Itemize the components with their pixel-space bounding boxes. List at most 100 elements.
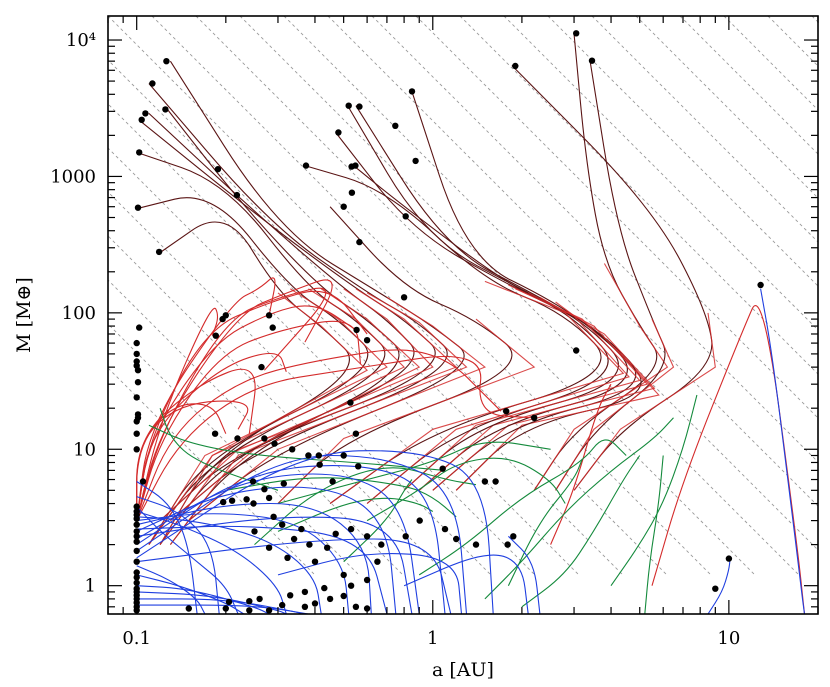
final-planet-dot: [332, 530, 339, 537]
final-planet-dot: [356, 238, 363, 246]
x-tick-label: 10: [717, 628, 740, 649]
track-int-11: [277, 497, 434, 532]
final-planet-dot: [573, 30, 580, 37]
final-planet-dot: [311, 558, 319, 565]
final-planet-dot: [250, 500, 257, 507]
final-planet-dot: [265, 544, 273, 551]
final-planet-dot: [243, 496, 250, 503]
final-planet-dot: [225, 598, 233, 606]
final-planet-dot: [402, 533, 409, 540]
track-gas-15: [550, 383, 612, 545]
final-planet-dot: [340, 571, 347, 579]
final-planet-dot: [155, 248, 163, 256]
final-planet-dot: [321, 584, 328, 592]
final-planet-dot: [136, 149, 143, 156]
track-giant-13-gas-phase: [159, 288, 458, 522]
axis-ticks: [107, 16, 819, 614]
track-giant-14-gas-phase: [159, 288, 434, 545]
final-planet-dot: [133, 547, 140, 555]
reference-line: [151, 16, 713, 577]
track-small-24: [508, 535, 541, 614]
final-planet-dot: [220, 498, 227, 506]
final-planet-dot: [408, 88, 416, 95]
track-giant-12-gas-phase: [170, 292, 468, 522]
track-small-12: [136, 574, 245, 614]
final-planet-dot: [133, 339, 140, 347]
final-planet-dot: [504, 541, 511, 548]
track-small-20: [136, 516, 413, 614]
final-planet-dot: [392, 122, 399, 129]
final-planet-dot: [289, 446, 296, 453]
final-planet-dot: [378, 541, 385, 548]
track-int-7: [610, 394, 698, 587]
x-tick-labels: 0.1 1 10: [122, 628, 740, 649]
reference-line: [635, 16, 818, 199]
track-giant-2-gas-phase: [555, 318, 675, 491]
final-planet-dot: [261, 486, 268, 493]
final-planet-dot: [142, 110, 149, 117]
final-planet-dot: [149, 80, 156, 87]
final-planet-dot: [162, 106, 169, 113]
final-planet-dot: [301, 603, 309, 610]
final-planet-dot: [134, 367, 142, 374]
y-tick-labels: 1 10 100 1000 10⁴: [50, 30, 96, 597]
final-planet-dot: [214, 166, 222, 173]
final-planet-dot: [412, 157, 419, 165]
track-giant-6: [348, 107, 628, 491]
final-planet-dot: [279, 521, 286, 528]
final-planet-dot: [134, 204, 142, 211]
final-planet-dot: [133, 521, 140, 528]
track-small-9: [136, 454, 468, 614]
planet-tracks: [136, 34, 806, 614]
final-planet-dot: [472, 541, 480, 548]
track-int-10: [225, 477, 457, 518]
track-gas-11: [136, 368, 256, 521]
final-planet-dot: [234, 435, 241, 442]
track-small-10: [136, 450, 494, 614]
track-giant-6-gas-phase: [418, 292, 649, 491]
final-planet-dot: [270, 513, 277, 520]
track-giant-12: [148, 83, 448, 522]
final-planet-dot: [355, 463, 362, 470]
track-giant-18-gas-phase: [159, 292, 369, 545]
final-planet-dot: [348, 189, 356, 196]
final-planet-dot: [324, 544, 331, 551]
reference-line: [459, 16, 818, 375]
final-planet-dot: [269, 324, 276, 331]
final-planet-dot: [347, 582, 355, 589]
final-planet-dot: [374, 558, 381, 565]
final-planet-dot: [246, 607, 253, 614]
reference-line: [723, 16, 818, 111]
track-giant-8-gas-phase: [366, 284, 630, 504]
final-planet-dot: [133, 569, 140, 576]
reference-line: [108, 323, 361, 577]
final-planet-dot: [492, 478, 499, 485]
final-planets: [133, 30, 764, 614]
final-planet-dot: [531, 414, 538, 421]
track-int-5: [484, 417, 674, 600]
final-planet-dot: [348, 163, 355, 170]
x-tick-label: 0.1: [122, 628, 151, 649]
track-gas-7: [136, 279, 333, 521]
track-gas-14: [651, 305, 806, 614]
final-planet-dot: [133, 515, 140, 522]
final-planet-dot: [249, 478, 257, 485]
final-planet-dot: [233, 191, 241, 199]
final-planet-dot: [133, 394, 140, 401]
final-planet-dot: [271, 440, 278, 447]
final-planet-dot: [133, 538, 140, 545]
final-planet-dot: [261, 435, 268, 442]
final-planet-dot: [402, 213, 409, 220]
final-planet-dot: [133, 503, 140, 510]
track-int-3: [254, 467, 477, 546]
final-planet-dot: [363, 337, 371, 344]
final-planet-dot: [163, 58, 170, 65]
track-giant-17: [136, 197, 369, 545]
plot-frame: [107, 15, 819, 615]
y-tick-label: 100: [62, 303, 96, 324]
final-planet-dot: [284, 554, 291, 561]
track-small-21: [136, 538, 452, 614]
track-int-2: [277, 441, 551, 505]
final-planet-dot: [290, 535, 298, 543]
final-planet-dot: [725, 555, 733, 562]
